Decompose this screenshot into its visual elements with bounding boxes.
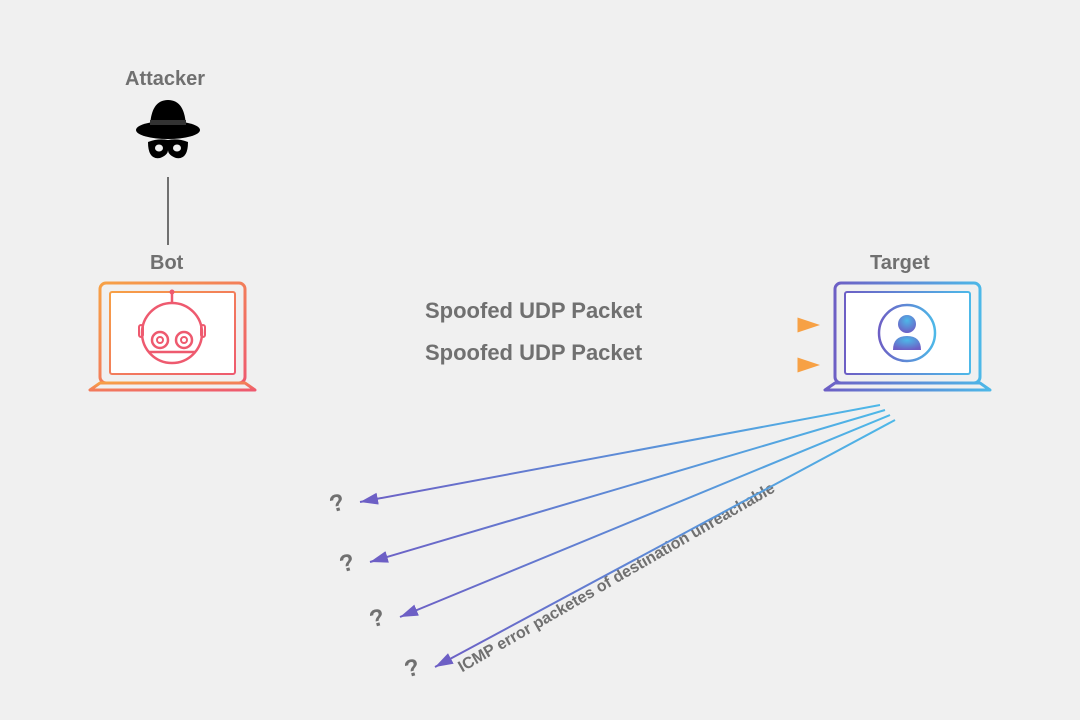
question-mark-1: ? <box>327 489 348 520</box>
udp-label-1: Spoofed UDP Packet <box>425 298 642 324</box>
udp-label-2: Spoofed UDP Packet <box>425 340 642 366</box>
question-mark-2: ? <box>337 549 358 580</box>
question-mark-3: ? <box>367 604 388 635</box>
bot-laptop <box>90 283 255 390</box>
question-mark-4: ? <box>402 654 423 685</box>
icmp-arrow-1 <box>360 405 880 502</box>
bot-label: Bot <box>150 252 183 275</box>
icmp-label: ICMP error packetes of destination unrea… <box>456 480 779 677</box>
icmp-arrow-3 <box>400 415 890 617</box>
attacker-label: Attacker <box>125 68 205 91</box>
icmp-arrow-2 <box>370 410 885 562</box>
target-label: Target <box>870 252 930 275</box>
target-laptop <box>825 283 990 390</box>
attacker-icon <box>136 100 200 158</box>
